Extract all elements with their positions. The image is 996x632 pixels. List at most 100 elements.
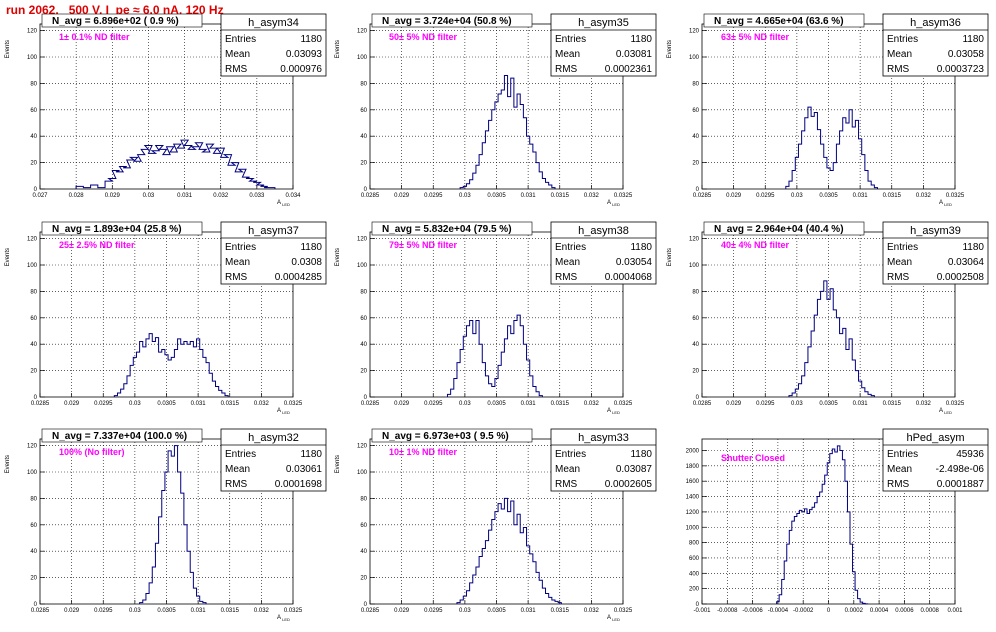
x-tick-label: 0.0285 (361, 401, 380, 407)
stats-label: RMS (555, 272, 578, 283)
x-tick-label: 0.03 (459, 193, 471, 199)
x-tick-label: 0.031 (853, 401, 869, 407)
y-tick-label: 40 (692, 342, 699, 348)
x-tick-label: 0.0285 (31, 401, 50, 407)
x-tick-label: 0 (827, 608, 831, 614)
navg-label: N_avg = 4.665e+04 (63.6 %) (714, 16, 844, 27)
x-tick-label: 0.0325 (614, 193, 633, 199)
stats-value: 1180 (630, 242, 652, 253)
x-tick-label: 0.0325 (946, 193, 965, 199)
x-tick-label: 0.0295 (756, 401, 775, 407)
y-tick-label: 60 (692, 108, 699, 114)
histogram-svg: 0.0285 0.029 0.0295 0.03 0.0305 0.031 0.0315 0.… (335, 13, 657, 207)
x-tick-label: 0.027 (32, 193, 48, 199)
filter-label: 100% (No filter) (59, 447, 125, 457)
y-tick-label: 0 (34, 395, 38, 401)
x-tick-label: 0.0305 (157, 608, 176, 614)
histogram-svg: 0.0285 0.029 0.0295 0.03 0.0305 0.031 0.0315 0.… (5, 221, 327, 415)
stats-value: 1180 (962, 34, 984, 45)
y-tick-label: 20 (692, 369, 699, 375)
x-axis-title-subscript: LED (611, 410, 620, 415)
histogram-svg: 0.027 0.028 0.029 0.03 0.031 0.032 0.033 0.034 0… (5, 13, 327, 207)
histogram-panel-h_asym35: 0.0285 0.029 0.0295 0.03 0.0305 0.031 0.0315 0.… (330, 12, 660, 217)
stats-value: 0.0003723 (937, 64, 985, 75)
x-tick-label: 0.031 (191, 401, 207, 407)
stats-value: 1180 (962, 242, 984, 253)
stats-value: 1180 (630, 34, 652, 45)
stats-value: 45936 (956, 449, 984, 460)
histogram-svg: -0.001 -0.0008 -0.0006 -0.0004 -0.0002 0 0.000… (686, 428, 989, 614)
histogram-series-h_asym35 (459, 74, 556, 189)
y-tick-label: 120 (27, 29, 38, 35)
x-tick-label: 0.0315 (551, 608, 570, 614)
navg-label: N_avg = 7.337e+04 (100.0 %) (52, 431, 187, 442)
x-tick-label: 0.0315 (551, 401, 570, 407)
x-tick-label: 0.031 (177, 193, 193, 199)
x-axis-title: A LED (939, 408, 952, 415)
x-tick-label: 0.0008 (921, 608, 940, 614)
y-tick-label: 0 (364, 187, 368, 193)
filter-label: 63± 5% ND filter (721, 32, 789, 42)
x-tick-label: 0.0325 (946, 401, 965, 407)
navg-box (703, 221, 865, 236)
stats-box (220, 221, 327, 285)
stats-value: 0.03081 (616, 49, 653, 60)
y-tick-label: 100 (27, 470, 38, 476)
navg-label: N_avg = 6.973e+03 ( 9.5 %) (382, 431, 509, 442)
stats-label: Mean (225, 257, 250, 268)
navg-label: N_avg = 1.893e+04 (25.8 %) (52, 224, 182, 235)
stats-value: 1180 (300, 449, 322, 460)
x-tick-label: 0.031 (191, 608, 207, 614)
x-tick-label: 0.032 (254, 401, 270, 407)
y-axis-title: Events (335, 40, 341, 58)
y-axis-title: Events (667, 248, 673, 266)
filter-label: 10± 1% ND filter (389, 447, 457, 457)
y-tick-label: 20 (360, 576, 367, 582)
x-axis-title-subscript: LED (611, 617, 620, 622)
x-tick-label: 0.0315 (883, 193, 902, 199)
stats-value: -2.498e-06 (936, 464, 985, 475)
stats-box (220, 428, 327, 492)
stats-label: Entries (887, 242, 918, 253)
histogram-series-h_asym38 (446, 314, 543, 397)
stats-label: RMS (887, 64, 910, 75)
x-tick-label: 0.0295 (756, 193, 775, 199)
histogram-series-h_asym33 (456, 497, 562, 604)
y-tick-label: 0 (34, 602, 38, 608)
navg-box (41, 221, 203, 236)
stats-histogram-name: h_asym37 (248, 225, 299, 237)
stats-label: RMS (225, 272, 248, 283)
x-tick-label: 0.0295 (424, 193, 443, 199)
x-axis-title-subscript: LED (281, 617, 290, 622)
navg-label: N_avg = 5.832e+04 (79.5 %) (382, 224, 512, 235)
stats-box (220, 13, 327, 77)
histogram-panel-h_asym32: 0.0285 0.029 0.0295 0.03 0.0305 0.031 0.0315 0.… (0, 427, 330, 632)
y-tick-label: 2000 (686, 449, 700, 455)
histogram-series-h_asym34 (75, 139, 276, 189)
x-tick-label: 0.0305 (487, 608, 506, 614)
y-tick-label: 60 (30, 108, 37, 114)
x-tick-label: 0.03 (129, 401, 141, 407)
x-tick-label: 0.0315 (221, 401, 240, 407)
y-tick-label: 80 (30, 496, 37, 502)
histogram-series-h_asym37 (113, 333, 229, 397)
y-tick-label: 40 (360, 342, 367, 348)
y-tick-label: 100 (689, 55, 700, 61)
y-tick-label: 20 (30, 576, 37, 582)
y-tick-label: 80 (30, 289, 37, 295)
x-tick-label: 0.0325 (614, 401, 633, 407)
y-tick-label: 120 (689, 29, 700, 35)
y-tick-label: 1000 (686, 525, 700, 531)
x-tick-label: -0.0006 (742, 608, 763, 614)
navg-label: N_avg = 2.964e+04 (40.4 %) (714, 224, 844, 235)
y-tick-label: 20 (30, 161, 37, 167)
x-tick-label: 0.0285 (693, 401, 712, 407)
histogram-svg: 0.0285 0.029 0.0295 0.03 0.0305 0.031 0.0315 0.… (667, 221, 989, 415)
stats-label: Mean (555, 464, 580, 475)
stats-label: RMS (887, 479, 910, 490)
y-axis-title: Events (667, 40, 673, 58)
stats-value: 0.0004285 (275, 272, 323, 283)
stats-label: RMS (887, 272, 910, 283)
y-tick-label: 60 (360, 108, 367, 114)
stats-value: 0.03064 (948, 257, 985, 268)
